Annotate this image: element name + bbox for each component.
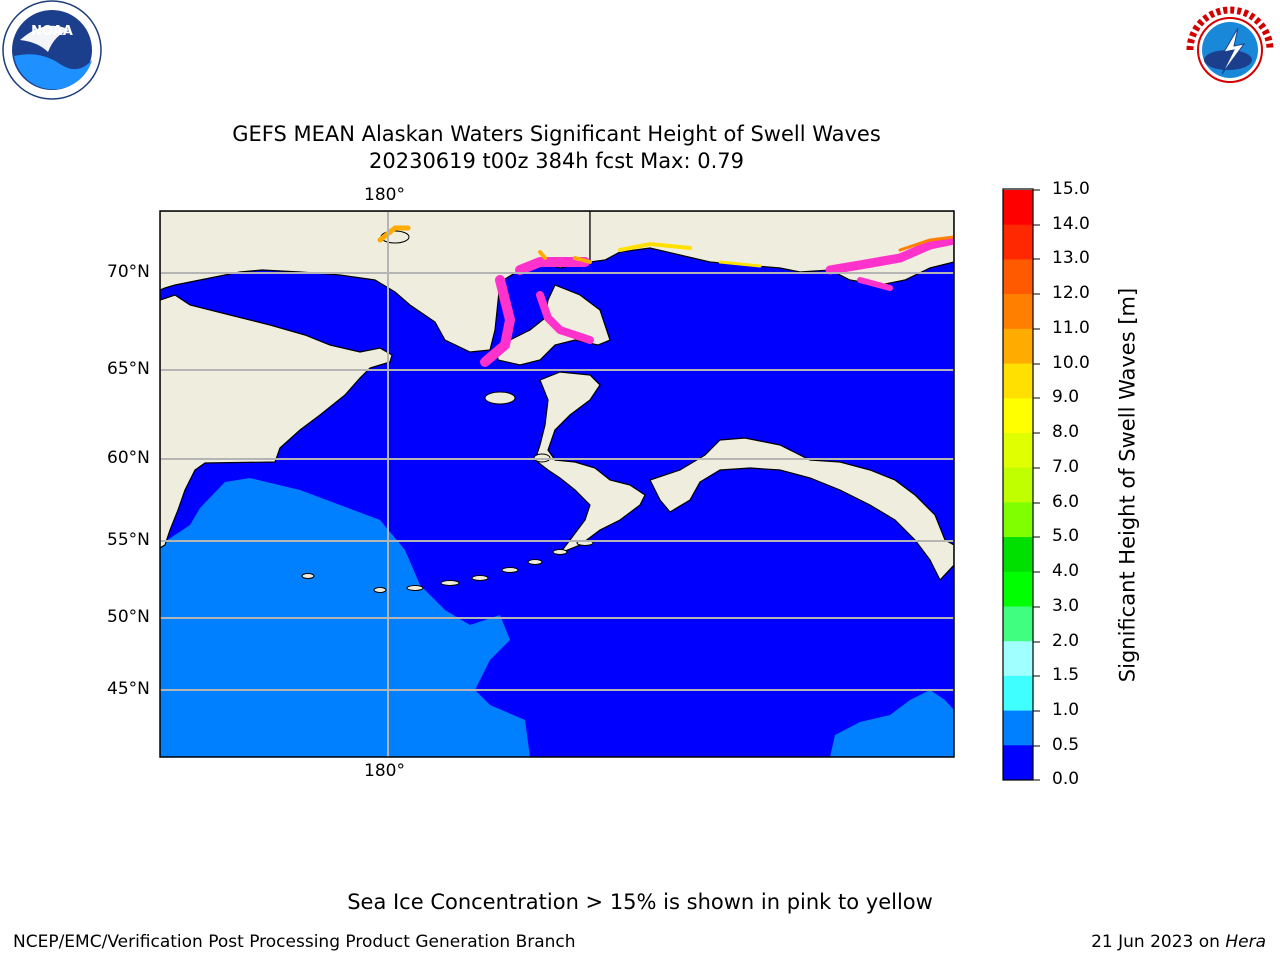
colorbar-tick-label: 5.0 [1052, 526, 1080, 546]
colorbar-segment [1003, 606, 1033, 642]
noaa-logo: NOAA [2, 0, 102, 100]
colorbar-segment [1003, 398, 1033, 434]
colorbar-tick-label: 12.0 [1052, 283, 1090, 303]
colorbar-segment [1003, 328, 1033, 365]
colorbar-tick-label: 7.0 [1052, 457, 1080, 477]
lat-label-45: 45°N [107, 679, 150, 699]
lat-label-55: 55°N [107, 530, 150, 550]
colorbar-tick-label: 15.0 [1052, 179, 1090, 199]
colorbar-tick-label: 6.0 [1052, 492, 1080, 512]
footer-credit: NCEP/EMC/Verification Post Processing Pr… [13, 932, 576, 952]
colorbar-segment [1003, 432, 1033, 469]
colorbar-tick-label: 1.0 [1052, 700, 1080, 720]
lon-label-top: 180° [364, 185, 405, 205]
lat-label-70: 70°N [107, 262, 150, 282]
chart-title: GEFS MEAN Alaskan Waters Significant Hei… [232, 122, 881, 146]
colorbar-segment [1003, 502, 1033, 538]
lat-label-50: 50°N [107, 607, 150, 627]
colorbar-segment [1003, 675, 1033, 712]
map-graticule [160, 211, 954, 757]
colorbar-tick-label: 0.0 [1052, 769, 1080, 789]
colorbar-segment [1003, 259, 1033, 295]
colorbar-segment [1003, 537, 1033, 573]
colorbar-tick-label: 14.0 [1052, 214, 1090, 234]
colorbar-segment [1003, 363, 1033, 399]
colorbar-segment [1003, 467, 1033, 503]
colorbar-tick-label: 13.0 [1052, 248, 1090, 268]
lat-label-65: 65°N [107, 359, 150, 379]
colorbar-segment [1003, 745, 1033, 781]
sea-ice-note: Sea Ice Concentration > 15% is shown in … [347, 890, 933, 914]
colorbar-segment [1003, 224, 1033, 260]
colorbar-tick-label: 1.5 [1052, 665, 1080, 685]
st-lawrence-island [484, 391, 516, 405]
colorbar-tick-label: 8.0 [1052, 422, 1080, 442]
colorbar-tick-label: 10.0 [1052, 353, 1090, 373]
swell-region-southeast [830, 690, 954, 757]
colorbar-segment [1003, 190, 1033, 226]
colorbar-tick-label: 11.0 [1052, 318, 1090, 338]
colorbar-ticks [1033, 189, 1040, 781]
colorbar-segment [1003, 294, 1033, 330]
colorbar-tick-label: 0.5 [1052, 735, 1080, 755]
colorbar-segment [1003, 710, 1033, 746]
land-alaska [496, 211, 954, 582]
colorbar-tick-label: 3.0 [1052, 596, 1080, 616]
lat-label-60: 60°N [107, 448, 150, 468]
nws-logo [1184, 4, 1276, 96]
lon-label-bottom: 180° [364, 761, 405, 781]
chart-subtitle: 20230619 t00z 384h fcst Max: 0.79 [369, 149, 744, 173]
colorbar-segment [1003, 571, 1033, 607]
colorbar-frame [1002, 188, 1034, 781]
footer-machine: Hera [1225, 932, 1266, 952]
footer-date: 21 Jun 2023 on Hera [1091, 932, 1266, 952]
svg-text:NOAA: NOAA [31, 24, 73, 39]
colorbar [1003, 190, 1033, 781]
colorbar-label: Significant Height of Swell Waves [m] [1115, 287, 1140, 683]
sea-ice-zone [377, 225, 954, 367]
colorbar-tick-label: 2.0 [1052, 631, 1080, 651]
colorbar-tick-label: 4.0 [1052, 561, 1080, 581]
colorbar-segment [1003, 641, 1033, 677]
aleutian-islands [301, 540, 594, 593]
footer-date-text: 21 Jun 2023 on [1091, 932, 1226, 952]
map-frame [159, 210, 955, 758]
colorbar-tick-label: 9.0 [1052, 387, 1080, 407]
